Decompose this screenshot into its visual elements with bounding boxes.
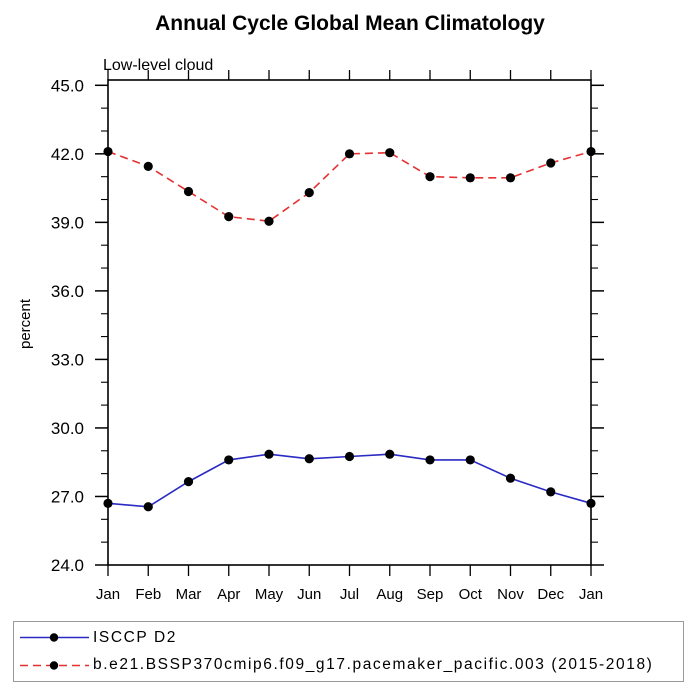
- x-tick-label: May: [255, 586, 284, 603]
- series-line-0: [107, 453, 592, 508]
- data-point: [264, 449, 274, 459]
- data-point: [546, 158, 556, 168]
- data-point: [183, 186, 194, 197]
- x-tick-label: Feb: [135, 586, 161, 603]
- data-point: [505, 173, 516, 183]
- series-line-1: [107, 150, 592, 223]
- axes: Jan Feb Mar Apr May Jun Jul Aug Sep Oct Nov Dec Jan 2…: [51, 70, 604, 603]
- y-tick-label: 27.0: [51, 487, 84, 506]
- data-point: [425, 172, 435, 182]
- y-tick-label: 24.0: [51, 556, 84, 575]
- x-tick-label: Mar: [176, 586, 202, 603]
- data-point: [344, 451, 355, 462]
- legend-item-obs: ISCCP D2: [19, 629, 683, 647]
- data-point: [143, 161, 153, 171]
- data-point: [103, 498, 113, 508]
- legend-item-model: b.e21.BSSP370cmip6.f09_g17.pacemaker_pac…: [19, 656, 683, 674]
- data-series: [103, 146, 596, 512]
- data-point: [304, 454, 314, 464]
- y-tick-label: 33.0: [51, 350, 84, 369]
- data-point: [385, 449, 395, 459]
- x-tick-label: Sep: [417, 586, 444, 603]
- data-point: [425, 455, 435, 465]
- plot-area: Annual Cycle Global Mean Climatology Low…: [17, 12, 604, 603]
- x-tick-label: Jan: [579, 586, 603, 603]
- y-tick-label: 30.0: [51, 419, 84, 438]
- legend-line-sample-dashed: [20, 661, 89, 670]
- data-point: [465, 455, 475, 465]
- legend-label-obs: ISCCP D2: [93, 628, 178, 646]
- y-tick-label: 36.0: [51, 282, 84, 301]
- data-point: [224, 455, 234, 465]
- y-tick-label: 42.0: [51, 145, 84, 164]
- data-point: [264, 216, 274, 226]
- x-tick-label: Jul: [340, 586, 359, 603]
- legend-marker-icon: [49, 661, 59, 670]
- chart-title: Annual Cycle Global Mean Climatology: [155, 12, 545, 35]
- data-point: [586, 146, 596, 157]
- x-tick-label: Aug: [376, 586, 403, 603]
- x-tick-label: Nov: [497, 586, 524, 603]
- data-point: [465, 173, 475, 183]
- y-tick-label: 45.0: [51, 76, 84, 95]
- legend-line-sample-solid: [20, 633, 89, 642]
- data-point: [344, 149, 355, 159]
- chart-subtitle: Low-level cloud: [103, 57, 213, 74]
- data-point: [304, 188, 314, 198]
- data-point: [546, 487, 556, 497]
- data-point: [183, 477, 194, 487]
- legend-label-model: b.e21.BSSP370cmip6.f09_g17.pacemaker_pac…: [93, 656, 654, 674]
- legend-marker-icon: [49, 633, 59, 642]
- y-axis-label: percent: [17, 298, 34, 349]
- data-point: [103, 146, 113, 157]
- x-tick-label: Dec: [537, 586, 564, 603]
- x-tick-label: Oct: [459, 586, 483, 603]
- data-point: [224, 212, 234, 222]
- y-tick-label: 39.0: [51, 213, 84, 232]
- legend: ISCCP D2 b.e21.BSSP370cmip6.f09_g17.pace…: [13, 621, 684, 682]
- x-tick-label: Jan: [96, 586, 120, 603]
- data-point: [505, 473, 516, 483]
- x-tick-label: Jun: [297, 586, 321, 603]
- data-point: [586, 498, 596, 508]
- x-tick-label: Apr: [217, 586, 240, 603]
- data-point: [385, 148, 395, 158]
- data-point: [143, 502, 153, 512]
